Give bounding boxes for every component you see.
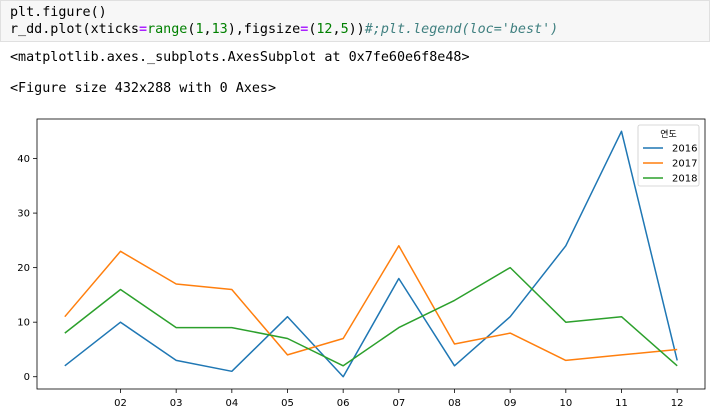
code-token: ( — [308, 22, 317, 37]
x-tick-label: 11 — [615, 398, 628, 409]
x-tick-label: 02 — [114, 398, 127, 409]
y-tick-label: 10 — [17, 318, 30, 329]
axes-frame — [36, 118, 706, 390]
legend-label-2017: 2017 — [672, 159, 697, 170]
y-tick-label: 30 — [17, 209, 30, 220]
code-token: ),figsize — [227, 22, 301, 37]
code-token: = — [300, 22, 309, 37]
y-axis: 0 10 20 30 40 — [17, 154, 37, 383]
code-line-2: r_dd.plot(xticks=range(1,13),figsize=(12… — [10, 21, 709, 38]
code-token: range — [147, 22, 188, 37]
code-cell-input[interactable]: plt.figure() r_dd.plot(xticks=range(1,13… — [0, 0, 710, 42]
code-token: , — [332, 22, 341, 37]
y-tick-label: 40 — [17, 154, 30, 165]
axes-border — [36, 118, 706, 390]
legend-label-2016: 2016 — [672, 144, 697, 155]
x-tick-label: 03 — [170, 398, 183, 409]
code-line-1: plt.figure() — [10, 5, 107, 20]
x-tick-label: 08 — [448, 398, 461, 409]
x-axis: 02 03 04 05 06 07 08 09 10 11 12 — [114, 389, 684, 409]
legend-box — [637, 124, 700, 187]
code-token: 12 — [316, 22, 333, 37]
x-tick-label: 05 — [281, 398, 294, 409]
series-lines — [64, 130, 678, 378]
legend: 연도 2016 2017 2018 — [637, 124, 700, 187]
code-token: = — [139, 22, 148, 37]
series-line-2016 — [64, 130, 678, 378]
code-token: ( — [187, 22, 196, 37]
y-tick-label: 0 — [24, 372, 30, 383]
x-tick-label: 07 — [392, 398, 405, 409]
x-tick-label: 12 — [671, 398, 684, 409]
legend-title: 연도 — [660, 129, 677, 140]
code-token: r_dd.plot(xticks — [10, 22, 139, 37]
line-chart: 0 10 20 30 40 02 03 04 05 06 07 08 09 10 11 12 연도 2016 2… — [17, 118, 706, 409]
code-token: #;plt.legend(loc='best') — [364, 22, 559, 37]
legend-label-2018: 2018 — [672, 174, 697, 185]
figure-repr-output: <Figure size 432x288 with 0 Axes> — [10, 81, 277, 96]
x-tick-label: 04 — [225, 398, 238, 409]
x-tick-label: 09 — [504, 398, 517, 409]
code-token: , — [203, 22, 212, 37]
y-tick-label: 20 — [17, 263, 30, 274]
x-tick-label: 10 — [559, 398, 572, 409]
code-token: 1 — [195, 22, 204, 37]
code-token: 5 — [340, 22, 349, 37]
x-tick-label: 06 — [337, 398, 350, 409]
series-line-2018 — [64, 266, 678, 367]
code-token: )) — [348, 22, 365, 37]
series-line-2017 — [64, 245, 678, 362]
axes-repr-output: <matplotlib.axes._subplots.AxesSubplot a… — [10, 50, 470, 65]
code-token: 13 — [211, 22, 228, 37]
